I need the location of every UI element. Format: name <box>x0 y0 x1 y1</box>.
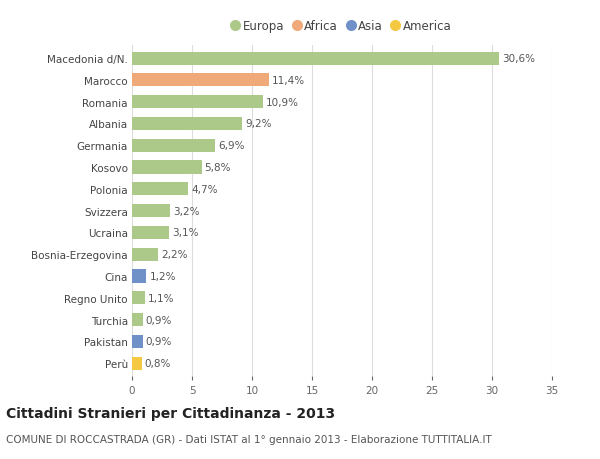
Text: 11,4%: 11,4% <box>272 76 305 86</box>
Text: 2,2%: 2,2% <box>161 250 188 260</box>
Bar <box>132 335 143 348</box>
Bar <box>132 270 146 283</box>
Text: 9,2%: 9,2% <box>245 119 272 129</box>
Text: 0,9%: 0,9% <box>146 336 172 347</box>
Text: 0,8%: 0,8% <box>145 358 171 368</box>
Bar <box>132 74 269 87</box>
Bar <box>132 357 142 370</box>
Bar <box>132 161 202 174</box>
Bar <box>132 226 169 240</box>
Text: 4,7%: 4,7% <box>191 185 218 195</box>
Text: Cittadini Stranieri per Cittadinanza - 2013: Cittadini Stranieri per Cittadinanza - 2… <box>6 406 335 420</box>
Bar <box>132 52 499 66</box>
Text: 6,9%: 6,9% <box>218 141 244 151</box>
Text: COMUNE DI ROCCASTRADA (GR) - Dati ISTAT al 1° gennaio 2013 - Elaborazione TUTTIT: COMUNE DI ROCCASTRADA (GR) - Dati ISTAT … <box>6 434 492 444</box>
Bar <box>132 118 242 131</box>
Bar <box>132 183 188 196</box>
Text: 3,1%: 3,1% <box>172 228 199 238</box>
Text: 1,1%: 1,1% <box>148 293 175 303</box>
Bar <box>132 291 145 305</box>
Bar <box>132 96 263 109</box>
Text: 5,8%: 5,8% <box>205 162 231 173</box>
Text: 10,9%: 10,9% <box>266 97 299 107</box>
Text: 0,9%: 0,9% <box>146 315 172 325</box>
Bar <box>132 248 158 261</box>
Bar <box>132 313 143 326</box>
Text: 1,2%: 1,2% <box>149 271 176 281</box>
Bar <box>132 205 170 218</box>
Bar <box>132 140 215 152</box>
Text: 3,2%: 3,2% <box>173 206 200 216</box>
Legend: Europa, Africa, Asia, America: Europa, Africa, Asia, America <box>229 17 455 37</box>
Text: 30,6%: 30,6% <box>502 54 535 64</box>
